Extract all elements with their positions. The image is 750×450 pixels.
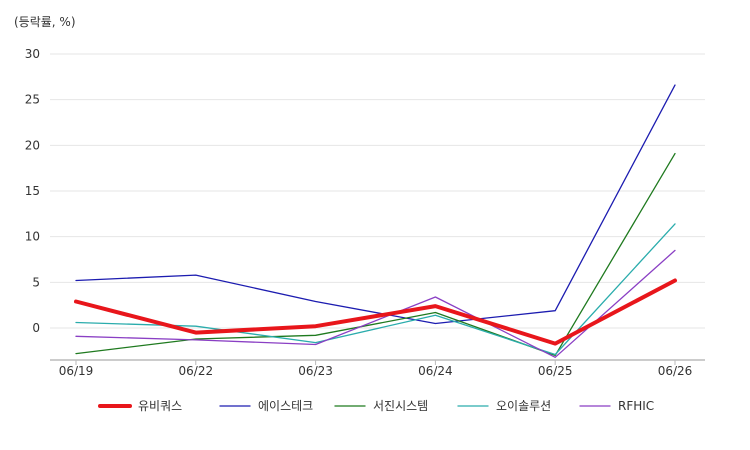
x-tick-label: 06/23 [298,364,333,378]
x-tick-label: 06/25 [538,364,573,378]
series-line [75,84,676,325]
y-tick-label: 5 [32,275,40,289]
y-tick-label: 15 [25,184,40,198]
series-line [74,278,677,346]
gridlines [50,53,705,329]
y-axis-unit-label: (등락률, %) [14,15,76,29]
y-tick-label: 25 [25,93,40,107]
legend-label: 유비쿼스 [138,399,182,413]
y-tick-label: 30 [25,47,40,61]
y-tick-label: 10 [25,230,40,244]
x-tick-label: 06/26 [658,364,693,378]
series-line [75,223,676,356]
y-tick-label: 20 [25,138,40,152]
legend-label: 서진시스템 [373,399,428,413]
series-lines [74,84,677,358]
legend-label: 에이스테크 [258,399,313,413]
axes: 0 5 10 15 20 25 30 06/19 06/22 06/23 06/24 06/25 06/… [25,47,705,378]
x-tick-label: 06/24 [418,364,453,378]
legend-label: 오이솔루션 [496,399,551,413]
legend-label: RFHIC [618,399,654,413]
legend: 유비쿼스 에이스테크 서진시스템 오이솔루션 RFHIC [98,399,654,413]
series-line [75,249,676,358]
y-tick-label: 0 [32,321,40,335]
x-tick-label: 06/19 [59,364,94,378]
series-line [75,152,676,357]
x-tick-label: 06/22 [179,364,214,378]
